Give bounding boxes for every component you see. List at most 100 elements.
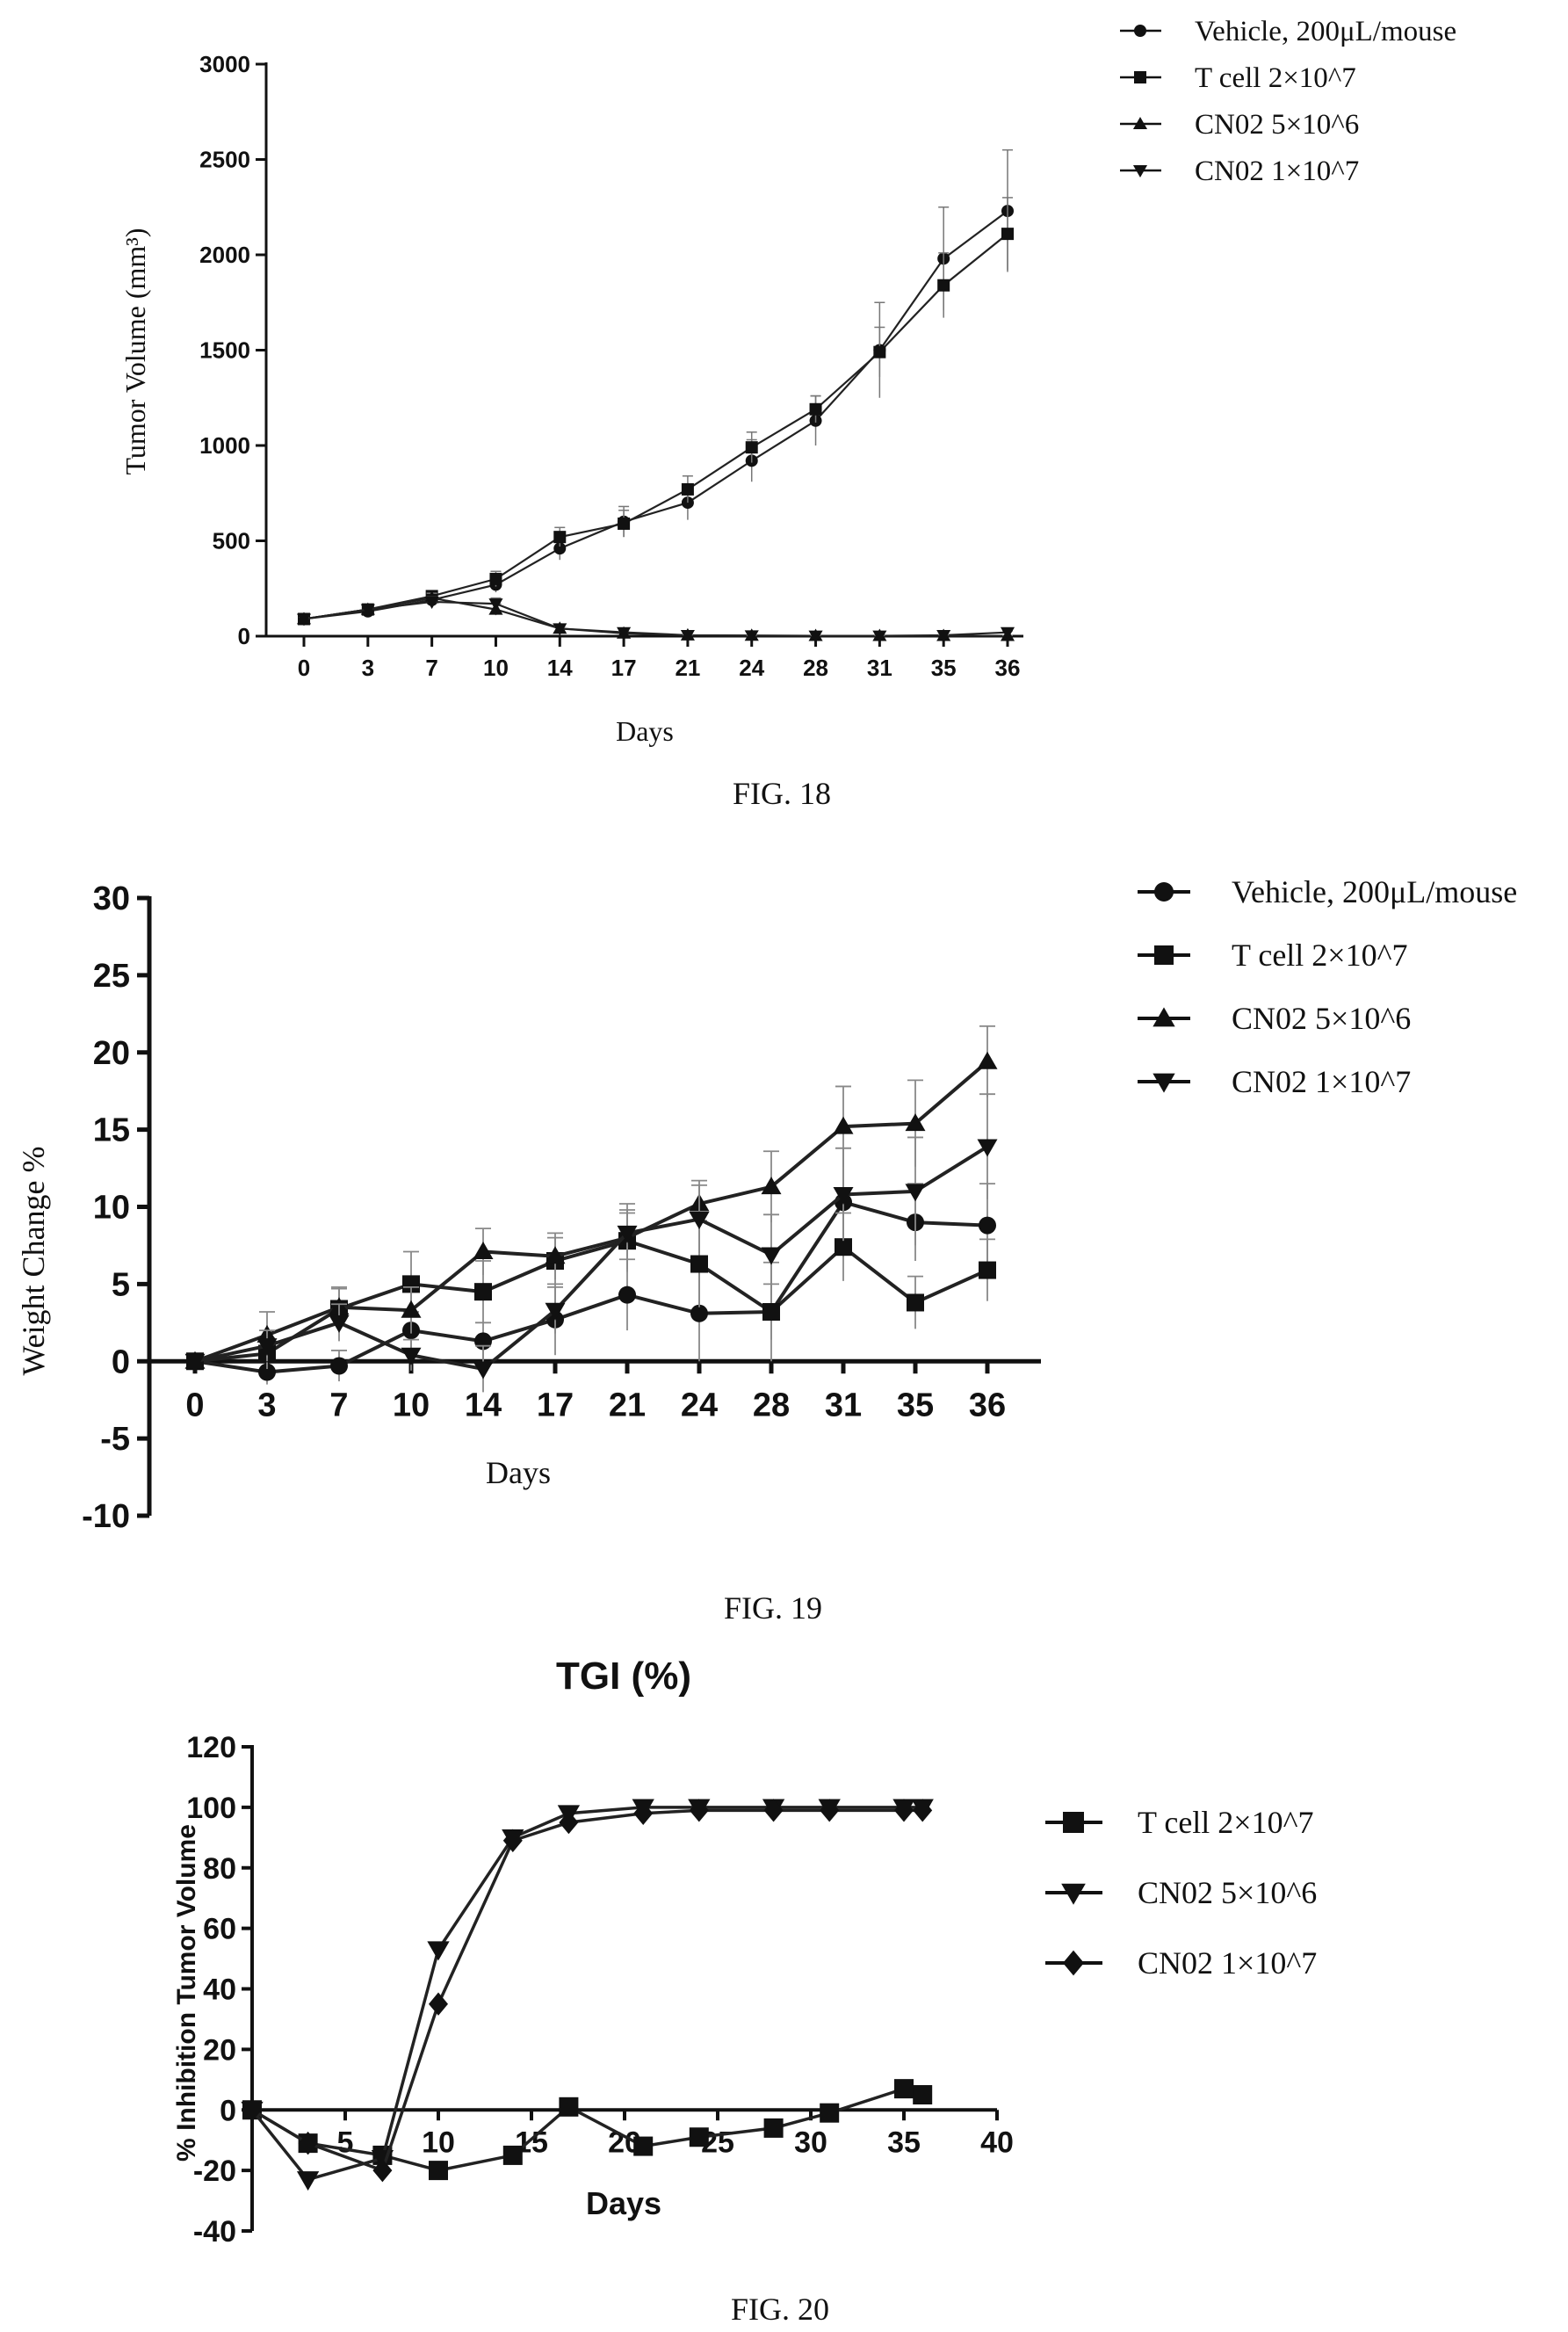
fig19-x-tick-label: 7 [329,1387,348,1423]
fig19-data-point [977,1139,998,1157]
fig20-data-point [913,1799,933,1822]
fig20-data-point [820,2103,840,2123]
fig19-data-point [833,1186,854,1205]
fig18-series-line [303,600,1008,637]
fig20-data-point [820,1799,840,1822]
fig18-data-point [618,517,631,530]
fig19-weight-change-chart: 30 25 20 15 10 5 0 -5 -10 0 3 7 10 14 17 21 24 28 31 35 36 Da… [16,874,1517,1626]
fig19-legend-marker [1154,945,1174,965]
fig19-legend-marker [1153,1007,1175,1027]
fig18-data-point [681,482,694,496]
fig20-data-point [633,1801,654,1825]
fig18-legend: Vehicle, 200μL/mouse T cell 2×10^7 CN02 5×… [1120,16,1456,187]
fig19-x-tick-label: 21 [609,1387,646,1423]
fig19-data-point [473,1241,494,1259]
fig19-y-tick-label: -10 [82,1498,130,1535]
fig18-data-point [745,441,758,454]
fig19-x-tick-label: 35 [897,1387,934,1423]
fig19-y-tick-label: 30 [93,880,130,917]
fig18-y-tick-label: 2000 [199,242,250,268]
fig19-x-tick-label: 24 [681,1387,718,1423]
fig19-data-point [545,1302,566,1321]
fig19-x-tick-label: 14 [465,1387,502,1423]
fig19-data-point [473,1361,494,1380]
fig19-data-point [761,1247,782,1265]
fig20-y-tick-label: 60 [203,1913,236,1946]
fig19-data-point [401,1300,422,1318]
fig19-legend: Vehicle, 200μL/mouse T cell 2×10^7 CN02 5×… [1138,874,1517,1099]
fig19-data-point [401,1347,422,1365]
fig19-data-point [977,1051,998,1069]
fig20-data-point [763,1799,784,1822]
fig19-data-point [761,1177,782,1195]
fig20-x-tick-label: 10 [422,2126,455,2159]
fig20-data-point [689,1799,709,1822]
fig19-data-point [835,1238,852,1257]
fig20-y-tick-label: 0 [220,2094,236,2127]
fig20-data-point [296,2171,320,2191]
fig18-data-point [296,613,312,626]
fig18-tumor-volume-chart: 0 500 1000 1500 2000 2500 3000 0 3 7 10 14 17 21 24 28 3… [119,16,1456,811]
fig19-x-tick-label: 17 [537,1387,574,1423]
fig20-x-axis-label: Days [586,2185,661,2221]
fig18-x-tick-label: 17 [611,655,637,681]
fig18-x-tick-label: 14 [547,655,573,681]
fig19-y-tick-label: 10 [93,1190,130,1227]
fig20-data-point [429,2161,448,2181]
fig18-data-point [808,630,823,643]
fig19-x-tick-label: 31 [825,1387,862,1423]
fig18-y-tick-label: 0 [238,623,250,649]
fig20-chart-title: TGI (%) [556,1655,691,1698]
fig18-legend-label: T cell 2×10^7 [1195,62,1356,94]
fig20-x-tick-label: 35 [887,2126,921,2159]
fig19-data-point [762,1303,780,1322]
fig18-x-tick-label: 28 [803,655,828,681]
fig20-legend-label: CN02 1×10^7 [1138,1945,1317,1981]
fig18-data-point [744,630,759,643]
fig19-data-point [618,1285,636,1304]
fig18-x-tick-label: 35 [931,655,957,681]
fig18-x-tick-label: 36 [995,655,1021,681]
fig19-data-point [402,1275,420,1293]
fig19-legend-label: CN02 5×10^6 [1232,1001,1411,1036]
fig18-legend-label: Vehicle, 200μL/mouse [1195,16,1456,47]
fig20-y-tick-label: 80 [203,1852,236,1886]
fig19-data-point [474,1283,492,1301]
fig20-data-point [894,1799,914,1822]
fig18-data-point [936,629,951,642]
fig18-x-axis-label: Days [616,715,674,747]
fig19-x-tick-label: 28 [753,1387,790,1423]
fig18-data-point [617,626,632,640]
fig19-data-point [979,1261,996,1279]
fig19-series-line [194,1145,989,1372]
fig18-series-3 [296,596,1015,643]
fig20-data-point [502,1829,523,1852]
fig19-data-point [545,1246,566,1264]
fig18-y-tick-label: 1000 [199,432,250,459]
fig18-data-point [873,345,886,358]
fig19-data-point [907,1293,924,1312]
fig19-y-axis-label: Weight Change % [16,1146,51,1375]
fig20-y-tick-label: 120 [186,1731,236,1764]
fig19-data-point [905,1184,926,1202]
fig19-legend-label: CN02 1×10^7 [1232,1064,1411,1099]
fig19-data-point [257,1338,278,1357]
fig19-x-tick-label: 3 [257,1387,276,1423]
fig18-series-line [303,210,1008,620]
fig19-data-point [833,1116,854,1134]
fig19-x-axis-label: Days [486,1455,551,1490]
fig20-data-point [894,2079,914,2099]
fig20-legend: T cell 2×10^7 CN02 5×10^6 CN02 1×10^7 [1045,1805,1317,1981]
fig18-data-point [937,279,950,292]
fig18-legend-marker [1132,116,1148,129]
fig20-caption: FIG. 20 [731,2292,829,2327]
fig19-y-tick-label: 15 [93,1112,130,1149]
fig20-y-tick-label: -40 [193,2215,236,2249]
fig18-y-tick-label: 3000 [199,51,250,77]
fig20-series-line [250,1806,923,2182]
fig19-y-tick-label: 25 [93,958,130,995]
fig20-data-point [502,2145,523,2165]
fig19-legend-label: Vehicle, 200μL/mouse [1232,874,1517,909]
